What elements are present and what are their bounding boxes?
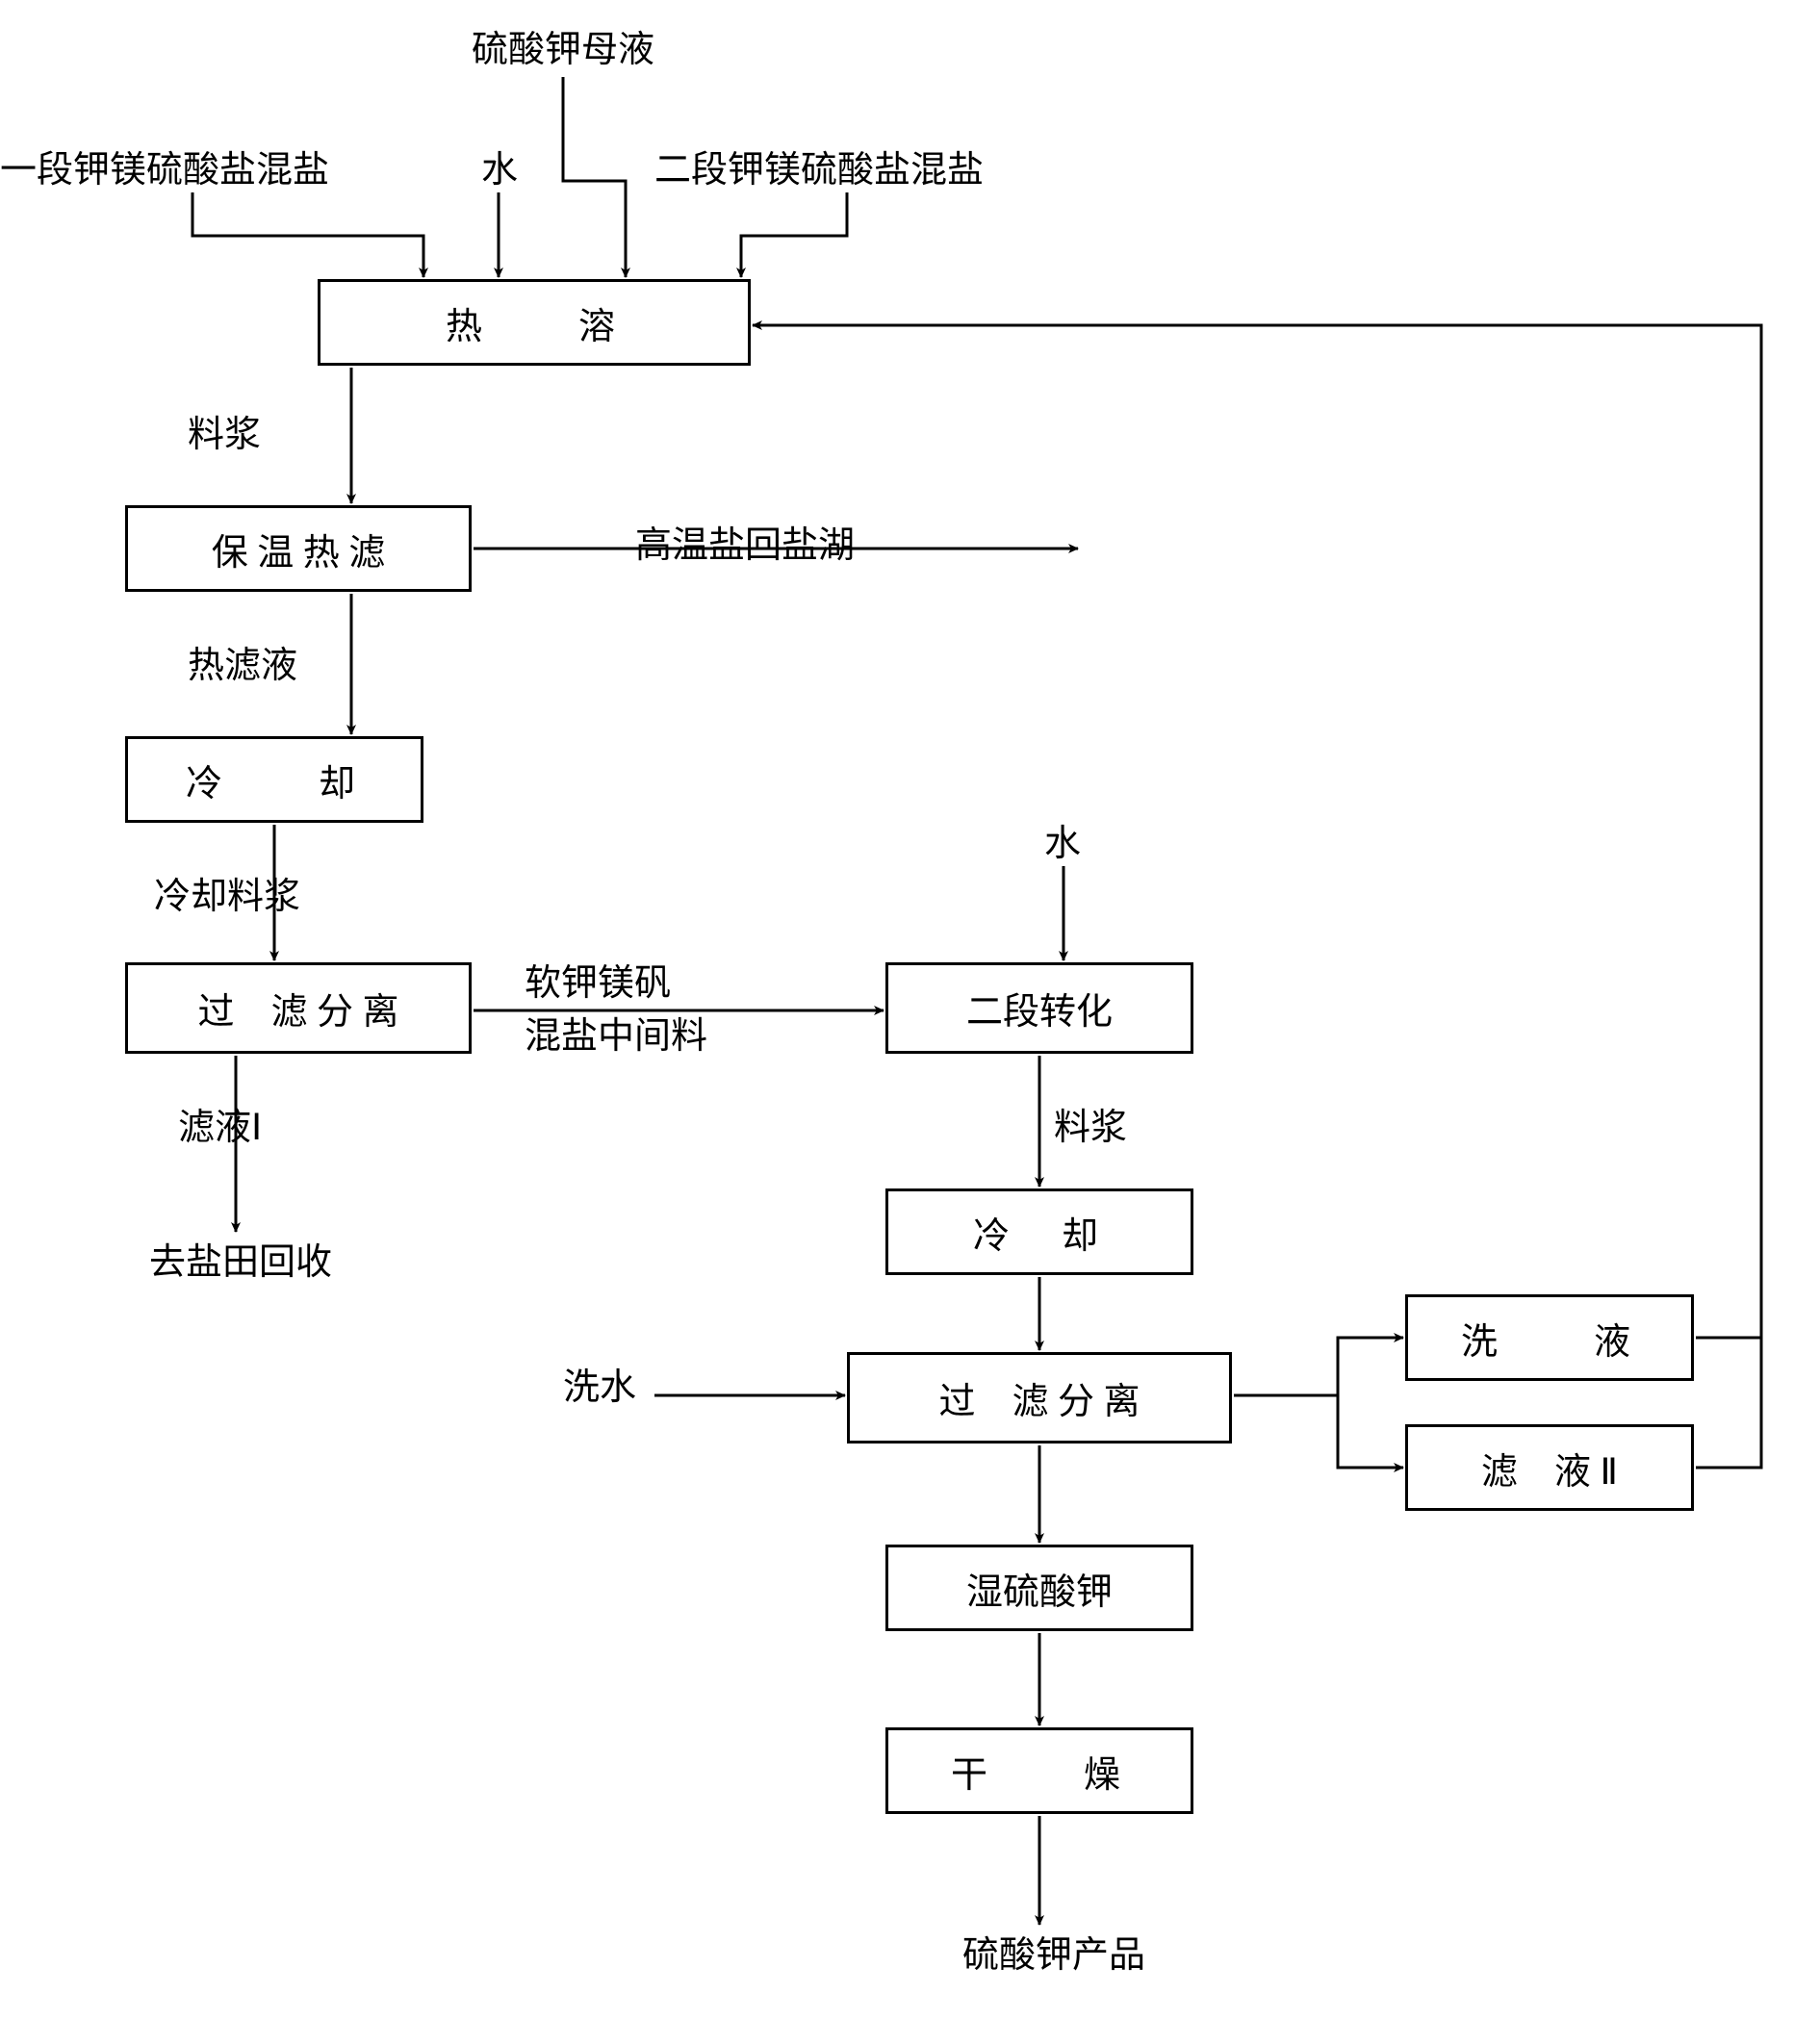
arrow-0 (563, 77, 626, 277)
label-lbl_hotsalt: 高温盐回盐湖 (635, 524, 855, 569)
label-lbl_slurry1: 料浆 (188, 414, 261, 458)
box-b_cool2: 冷 却 (885, 1188, 1193, 1275)
box-b_filtII: 滤 液 Ⅱ (1405, 1424, 1694, 1511)
box-b_dry: 干 燥 (885, 1727, 1193, 1814)
arrow-3 (741, 192, 847, 277)
arrow-1 (192, 192, 423, 277)
box-b_wet: 湿硫酸钾 (885, 1545, 1193, 1631)
box-b_washliq: 洗 液 (1405, 1294, 1694, 1381)
box-b_filt1: 过 滤 分 离 (125, 962, 472, 1054)
label-in_stage1: 一段钾镁硫酸盐混盐 (0, 149, 329, 193)
label-in_mother: 硫酸钾母液 (472, 29, 654, 73)
label-lbl_coolsl: 冷却料浆 (154, 876, 300, 920)
label-in_water1: 水 (481, 149, 518, 193)
label-lbl_softkm1: 软钾镁矾 (525, 962, 671, 1007)
label-lbl_slurry2: 料浆 (1054, 1107, 1127, 1151)
label-lbl_softkm2: 混盐中间料 (525, 1015, 707, 1060)
box-b_hot: 热 溶 (318, 279, 751, 366)
label-lbl_product: 硫酸钾产品 (962, 1934, 1145, 1979)
label-lbl_tosalt: 去盐田回收 (149, 1241, 332, 1286)
label-in_wash: 洗水 (563, 1367, 636, 1411)
label-in_water2: 水 (1044, 823, 1081, 867)
label-lbl_hotfilt: 热滤液 (188, 645, 297, 689)
arrow-15 (1338, 1395, 1403, 1468)
box-b_hotfilt: 保 温 热 滤 (125, 505, 472, 592)
label-lbl_filtI: 滤液Ⅰ (178, 1107, 262, 1151)
box-b_stage2: 二段转化 (885, 962, 1193, 1054)
box-b_filt2: 过 滤 分 离 (847, 1352, 1232, 1444)
arrow-14 (1234, 1338, 1403, 1395)
box-b_cool1: 冷 却 (125, 736, 423, 823)
label-in_stage2: 二段钾镁硫酸盐混盐 (654, 149, 984, 193)
arrow-16 (1696, 1338, 1761, 1468)
flowchart-canvas: 硫酸钾母液一段钾镁硫酸盐混盐水二段钾镁硫酸盐混盐热 溶料浆保 温 热 滤高温盐回… (0, 0, 1794, 2044)
